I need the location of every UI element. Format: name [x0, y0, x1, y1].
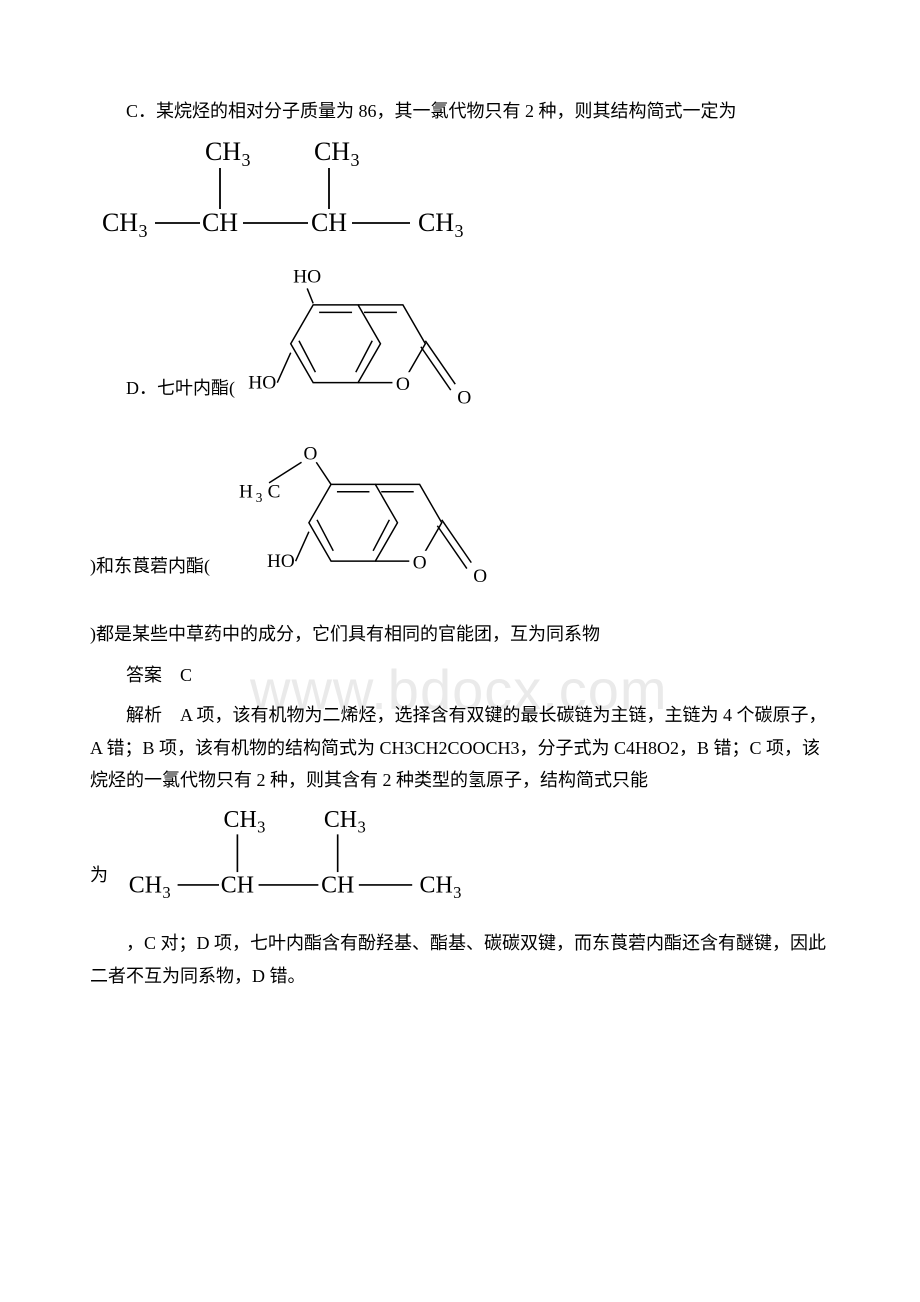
svg-text:O: O [473, 566, 487, 587]
option-c-text: C．某烷烃的相对分子质量为 86，其一氯代物只有 2 种，则其结构简式一定为 [90, 95, 830, 127]
option-c-formula: CH3 CH3 CH3 CH CH CH3 [90, 135, 480, 260]
option-d-row1: D．七叶内酯( HO HO [90, 260, 830, 432]
svg-text:HO: HO [267, 551, 295, 572]
svg-text:CH: CH [321, 873, 354, 899]
svg-text:O: O [457, 388, 471, 409]
svg-text:CH: CH [102, 208, 138, 237]
svg-text:O: O [396, 375, 410, 396]
svg-text:CH: CH [324, 807, 357, 833]
explanation-formula: CH3 CH3 CH3 CH CH CH3 [108, 804, 468, 919]
svg-text:3: 3 [351, 150, 360, 170]
explanation-prefix-wei: 为 [90, 859, 108, 919]
svg-text:HO: HO [248, 373, 276, 394]
option-d-mid: )和东莨菪内酯( [90, 550, 210, 610]
svg-text:3: 3 [357, 818, 365, 837]
svg-text:CH: CH [418, 208, 454, 237]
svg-text:3: 3 [139, 221, 148, 241]
svg-text:3: 3 [455, 221, 464, 241]
svg-text:CH: CH [205, 137, 241, 166]
explanation-label: 解析 [126, 705, 162, 725]
mol-qiye: HO HO O O [235, 260, 505, 432]
svg-text:3: 3 [242, 150, 251, 170]
svg-text:CH: CH [420, 873, 453, 899]
mol-dongruo: O H3C HO O O [210, 440, 520, 610]
explanation-body1: A 项，该有机物为二烯烃，选择含有双键的最长碳链为主链，主链为 4 个碳原子，A… [90, 705, 827, 790]
svg-text:CH: CH [224, 807, 257, 833]
option-d-prefix: D．七叶内酯( [90, 372, 235, 432]
explanation-part3: ，C 对；D 项，七叶内酯含有酚羟基、酯基、碳碳双键，而东莨菪内酯还含有醚键，因… [90, 927, 830, 992]
svg-text:O: O [413, 553, 427, 574]
svg-text:3: 3 [453, 883, 461, 902]
svg-text:CH: CH [202, 208, 238, 237]
svg-text:CH: CH [221, 873, 254, 899]
explanation-part1: 解析 A 项，该有机物为二烯烃，选择含有双键的最长碳链为主链，主链为 4 个碳原… [90, 699, 830, 796]
answer-label: 答案 [126, 665, 162, 685]
svg-text:3: 3 [162, 883, 170, 902]
svg-text:HO: HO [293, 267, 321, 288]
svg-text:3: 3 [257, 818, 265, 837]
svg-text:3: 3 [256, 491, 263, 506]
svg-text:O: O [303, 444, 317, 465]
answer-line: 答案 C [90, 659, 830, 691]
option-d-row2: )和东莨菪内酯( O H3C HO O [90, 440, 830, 610]
option-d-suffix: )都是某些中草药中的成分，它们具有相同的官能团，互为同系物 [90, 618, 830, 650]
svg-text:CH: CH [311, 208, 347, 237]
answer-value: C [180, 665, 192, 685]
svg-text:H: H [239, 482, 253, 503]
page-content: C．某烷烃的相对分子质量为 86，其一氯代物只有 2 种，则其结构简式一定为 C… [90, 95, 830, 992]
svg-text:CH: CH [129, 873, 162, 899]
svg-text:C: C [268, 482, 281, 503]
svg-text:CH: CH [314, 137, 350, 166]
explanation-formula-row: 为 CH3 CH3 CH3 CH CH CH3 [90, 804, 830, 919]
